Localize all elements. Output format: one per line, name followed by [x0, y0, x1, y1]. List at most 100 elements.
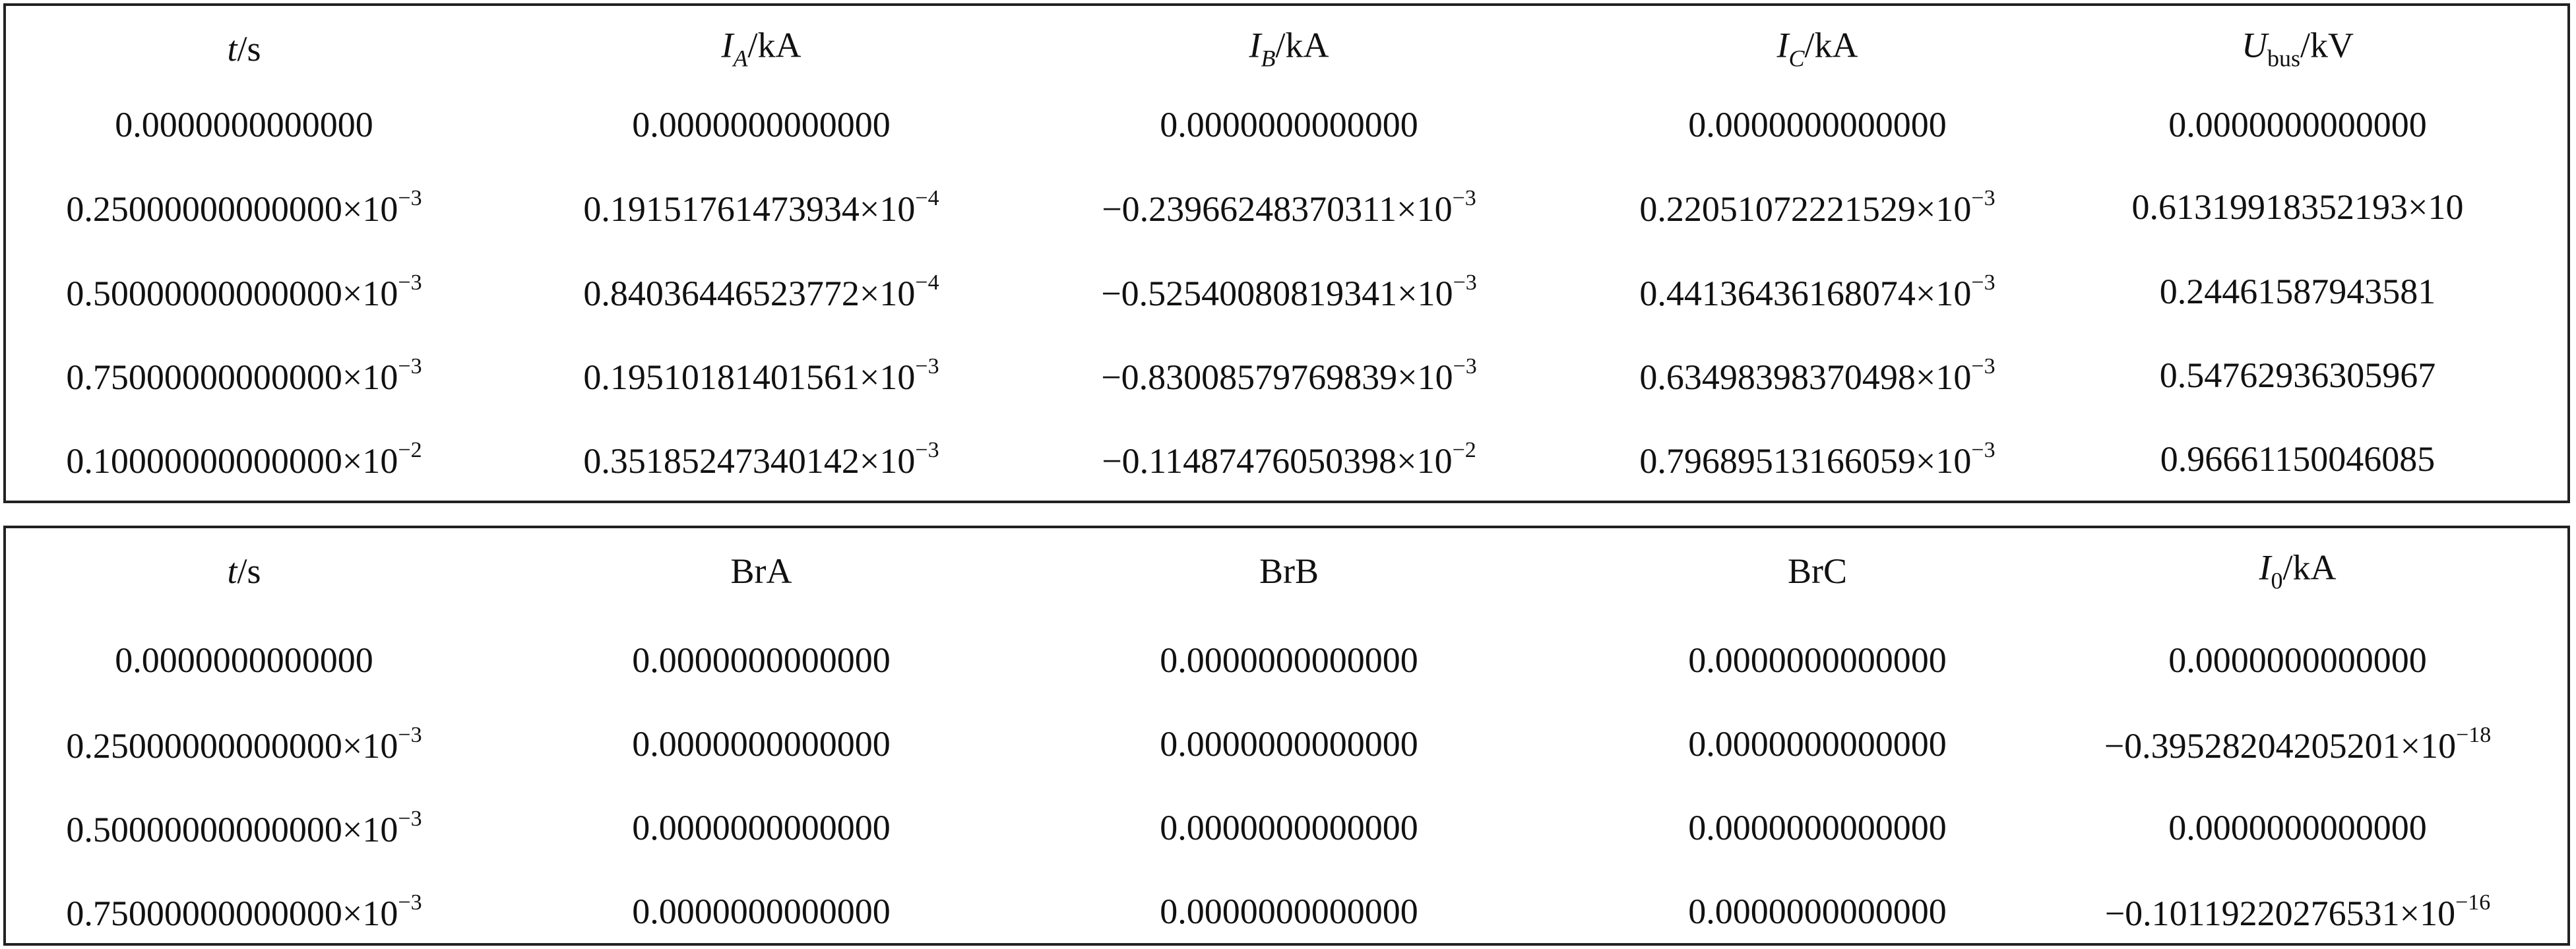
table-cell: 0.0000000000000 [1160, 724, 1418, 764]
exponent: −3 [915, 438, 939, 462]
table-cell: 0.0000000000000 [1160, 808, 1418, 847]
mantissa: −0.11487476050398×10 [1102, 441, 1453, 481]
header-text: C [1788, 45, 1805, 72]
table-cell: 0.0000000000000 [115, 640, 373, 680]
mantissa: 0.84036446523772×10 [583, 274, 916, 313]
header-text: I [721, 25, 734, 65]
table-cell: 0.35185247340142×10−3 [583, 439, 939, 479]
header-text: /kA [1804, 25, 1858, 65]
mantissa: 0.10000000000000×10 [66, 441, 398, 481]
header-cell: IA/kA [722, 28, 801, 71]
exponent: −3 [1452, 186, 1476, 210]
table-cell: 0.0000000000000 [1688, 724, 1947, 764]
header-text: I [1776, 25, 1789, 65]
table-cell: 0.96661150046085 [2160, 439, 2435, 479]
table-cell: 0.0000000000000 [1160, 892, 1418, 931]
exponent: −3 [1971, 186, 1995, 210]
header-cell: IC/kA [1777, 28, 1858, 71]
table-cell: 0.63498398370498×10−3 [1639, 354, 1995, 397]
table-cell: 0.10000000000000×10−2 [66, 439, 422, 479]
exponent: −3 [398, 807, 422, 831]
table-cell: 0.50000000000000×10−3 [66, 270, 422, 312]
table-cell: 0.24461587943581 [2159, 272, 2436, 311]
header-text: t [227, 29, 237, 69]
table-cell: 0.0000000000000 [1688, 105, 1947, 144]
header-text: /kV [2300, 25, 2354, 65]
exponent: −18 [2456, 723, 2492, 747]
mantissa: −0.83008579769839×10 [1101, 357, 1453, 397]
header-text: BrB [1259, 551, 1319, 591]
header-text: 0 [2271, 567, 2283, 594]
exponent: −3 [398, 890, 422, 915]
table-box: t/s IA/kA IB/kA IC/kA Ubus/kV 0.0000000000000… [3, 3, 2570, 503]
mantissa: 0.63498398370498×10 [1639, 357, 1972, 397]
header-text: B [1261, 45, 1276, 72]
table-cell: −0.10119220276531×10−16 [2104, 892, 2491, 933]
exponent: −2 [1452, 438, 1476, 462]
table-cell: 0.0000000000000 [1688, 892, 1947, 931]
header-text: BrC [1787, 551, 1848, 591]
mantissa: 0.79689513166059×10 [1639, 441, 1972, 481]
mantissa: 0.35185247340142×10 [583, 441, 916, 481]
header-text: /kA [1275, 25, 1329, 65]
header-text: BrA [730, 551, 792, 591]
table-cell: 0.0000000000000 [115, 105, 373, 144]
table-cell: 0.50000000000000×10−3 [66, 807, 422, 849]
header-cell: IB/kA [1249, 28, 1329, 71]
table-cell: −0.23966248370311×10−3 [1102, 186, 1476, 228]
exponent: −3 [398, 723, 422, 747]
header-text: I [1249, 25, 1261, 65]
exponent: −3 [1453, 354, 1477, 379]
header-text: I [2259, 547, 2271, 588]
table-cell: 0.75000000000000×10−3 [66, 354, 422, 397]
table-cell: 0.0000000000000 [1160, 640, 1418, 680]
mantissa: 0.44136436168074×10 [1639, 274, 1972, 313]
header-cell: BrB [1259, 553, 1319, 589]
table-cell: 0.75000000000000×10−3 [66, 890, 422, 932]
exponent: −4 [915, 270, 939, 295]
table-cell: −0.52540080819341×10−3 [1101, 272, 1477, 313]
table-cell: 0.0000000000000 [2168, 640, 2427, 680]
exponent: −3 [398, 354, 422, 379]
mantissa: 0.50000000000000×10 [66, 810, 398, 849]
header-cell: t/s [227, 31, 261, 67]
exponent: −3 [1971, 270, 1995, 295]
header-cell: BrC [1788, 553, 1847, 589]
mantissa: 0.25000000000000×10 [66, 189, 398, 229]
header-text: U [2241, 25, 2267, 65]
table-cell: 0.0000000000000 [1688, 808, 1947, 847]
header-text: /s [237, 551, 261, 591]
table-cell: −0.83008579769839×10−3 [1101, 354, 1477, 397]
table-cell: 0.61319918352193×10 [2131, 187, 2464, 227]
table-cell: 0.0000000000000 [632, 892, 891, 931]
header-text: A [733, 45, 748, 72]
table-cell: 0.0000000000000 [632, 105, 891, 144]
header-text: /kA [2282, 547, 2337, 588]
exponent: −2 [398, 438, 422, 462]
table-cell: −0.39528204205201×10−18 [2104, 724, 2492, 764]
table-cell: 0.22051072221529×10−3 [1639, 186, 1995, 229]
header-cell: I0/kA [2259, 550, 2337, 593]
exponent: −3 [915, 354, 939, 379]
exponent: −3 [398, 270, 422, 295]
table-cell: 0.0000000000000 [1688, 640, 1947, 680]
table-cell: 0.25000000000000×10−3 [66, 186, 422, 229]
table-cell: 0.0000000000000 [1160, 105, 1418, 144]
table-cell: 0.44136436168074×10−3 [1639, 270, 1995, 313]
table-cell: 0.54762936305967 [2159, 355, 2436, 395]
exponent: −3 [398, 186, 422, 210]
table-cell: 0.19151761473934×10−4 [583, 187, 939, 229]
table-box: t/s BrA BrB BrC I0/kA 0.0000000000000 0.000000… [3, 526, 2570, 946]
table-cell: 0.0000000000000 [2168, 105, 2427, 144]
table-cell: 0.84036446523772×10−4 [583, 270, 939, 313]
mantissa: 0.25000000000000×10 [66, 726, 398, 766]
mantissa: 0.19151761473934×10 [583, 189, 916, 229]
mantissa: 0.75000000000000×10 [66, 357, 398, 397]
header-cell: BrA [731, 553, 792, 589]
mantissa: −0.10119220276531×10 [2104, 894, 2456, 933]
table-cell: 0.79689513166059×10−3 [1639, 439, 1995, 479]
mantissa: 0.22051072221529×10 [1639, 189, 1972, 229]
exponent: −3 [1971, 354, 1995, 379]
mantissa: −0.52540080819341×10 [1101, 274, 1453, 313]
table-cell: −0.11487476050398×10−2 [1102, 439, 1476, 479]
